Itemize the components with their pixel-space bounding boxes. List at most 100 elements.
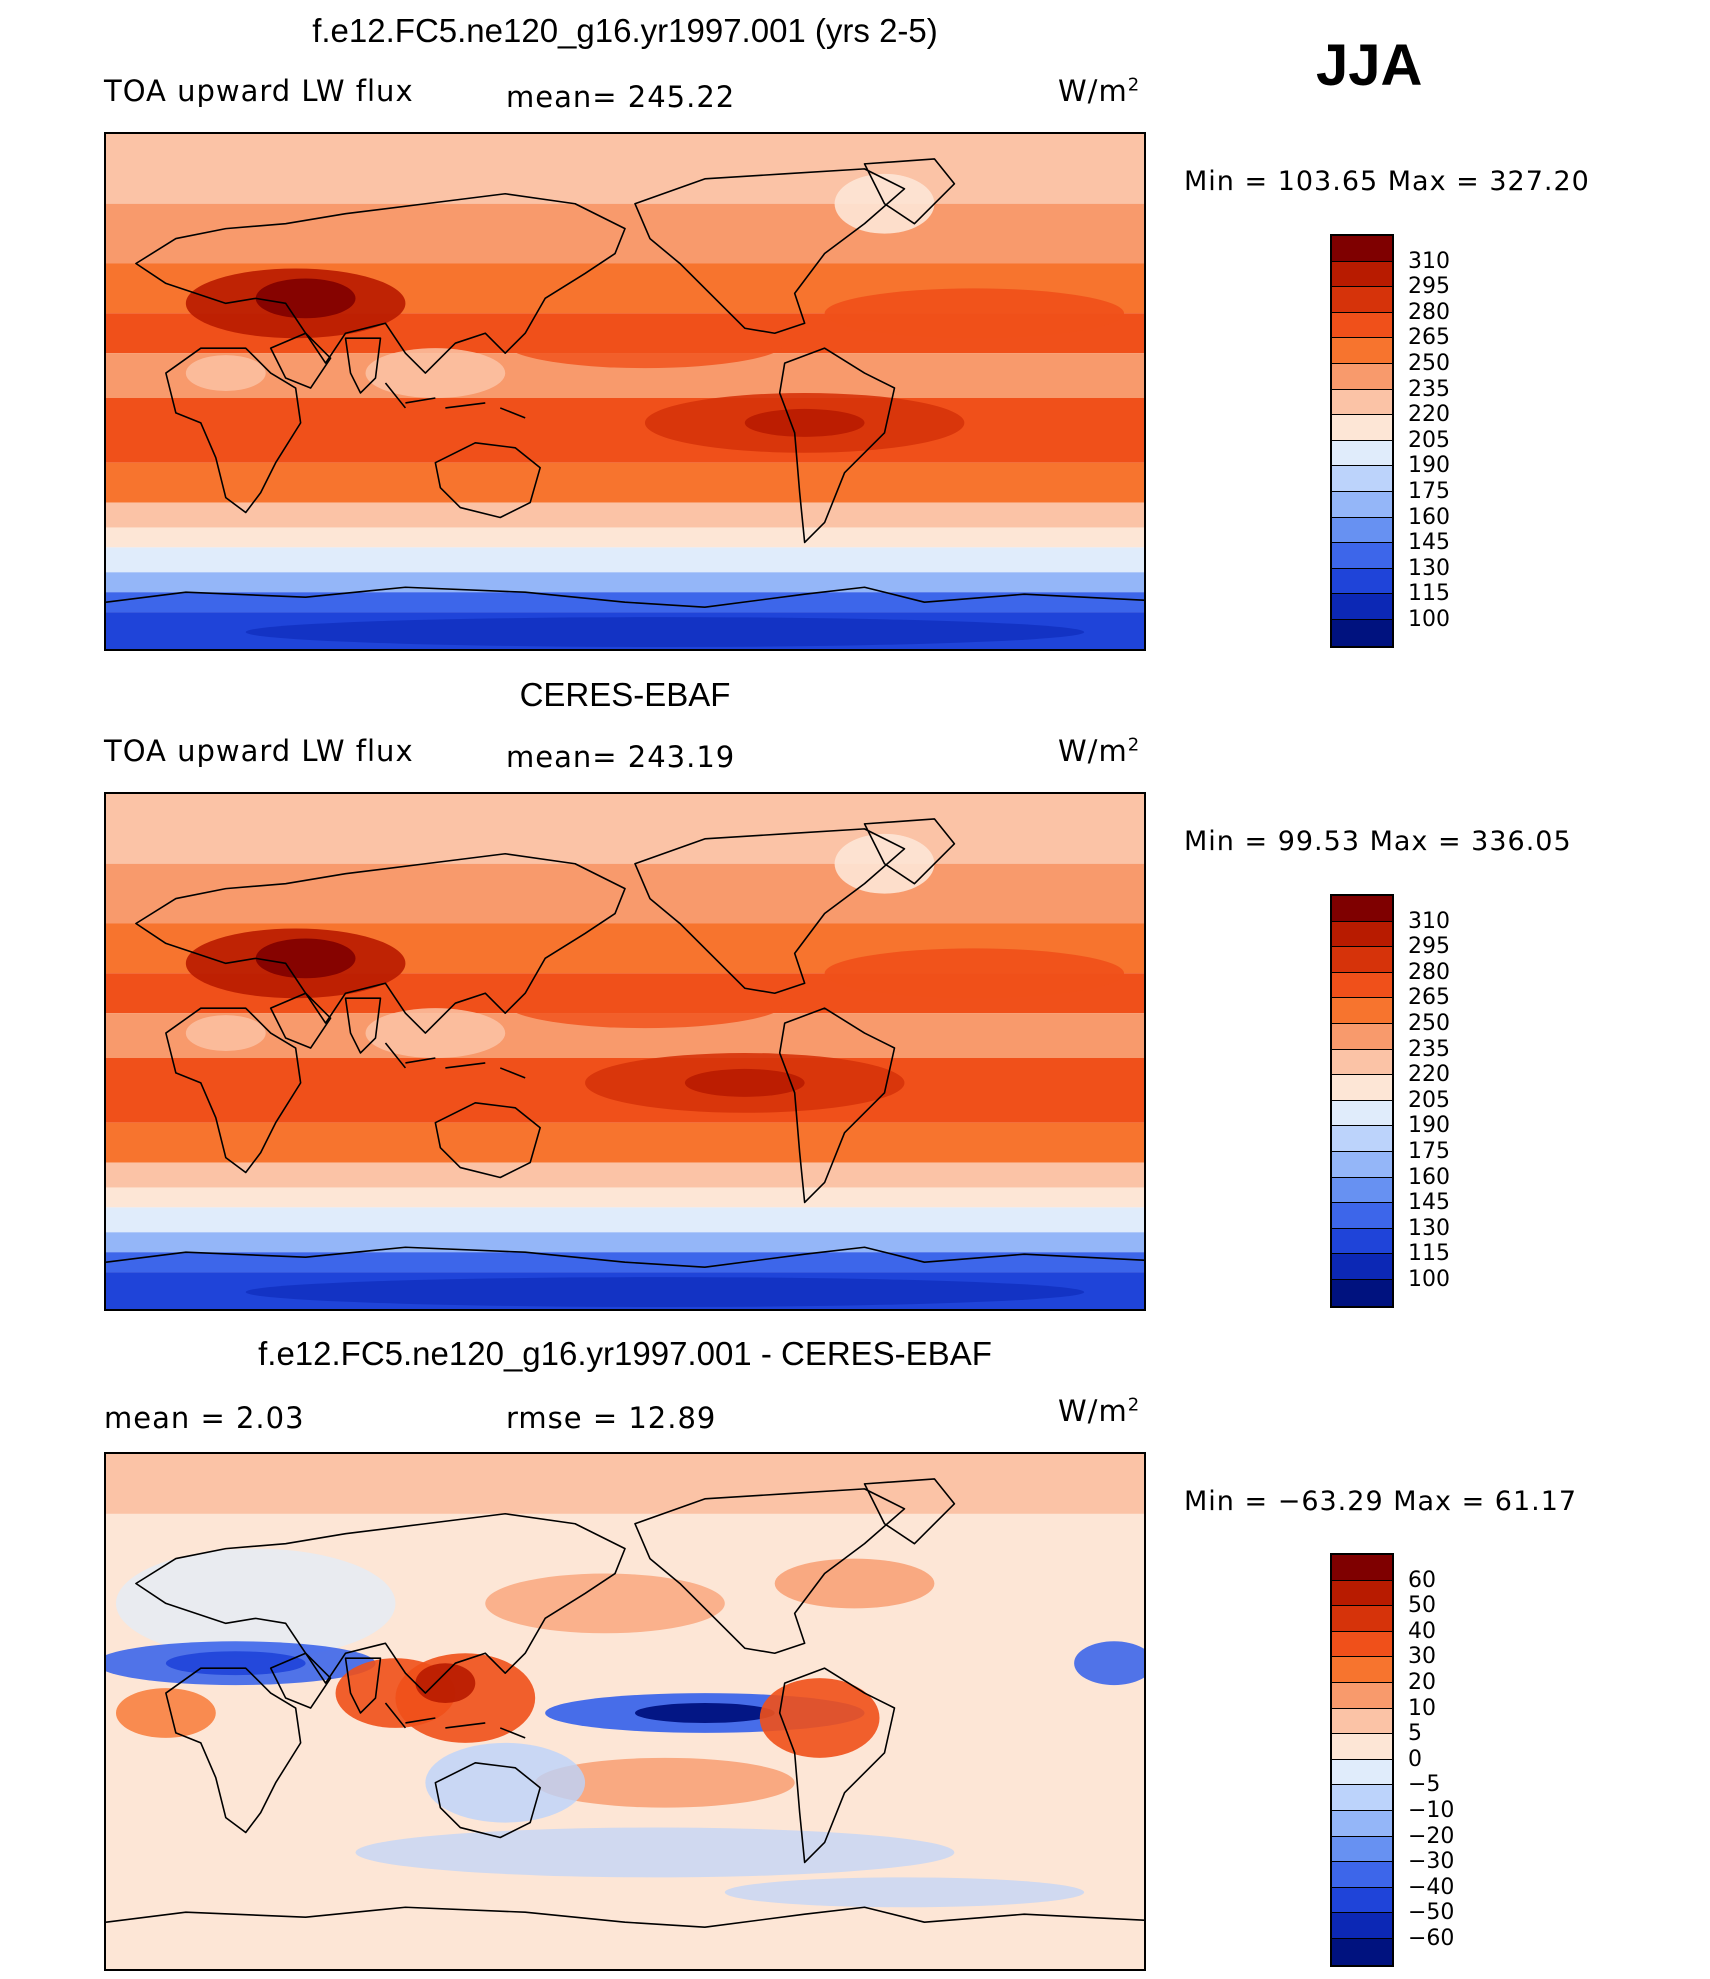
coastline-path [863, 158, 956, 225]
contour-region [185, 355, 266, 392]
colorbar-tick-label: 130 [1408, 1215, 1450, 1241]
colorbar-swatch [1332, 947, 1392, 973]
coastline-path [434, 1102, 541, 1179]
colorbar-tick-label: 310 [1408, 908, 1450, 934]
map-svg-obs [106, 794, 1144, 1309]
coastline-path [106, 1906, 1144, 1928]
colorbar-swatch [1332, 236, 1392, 262]
coastline-path [165, 1667, 302, 1834]
colorbar-tick-label: 220 [1408, 402, 1450, 428]
colorbar-tick-label: −30 [1408, 1849, 1455, 1875]
contour-band [106, 1122, 1144, 1163]
colorbar-tick-label: 145 [1408, 530, 1450, 556]
colorbar-swatch [1332, 1049, 1392, 1076]
coastline-path [135, 192, 626, 374]
colorbar-tick-label: 280 [1408, 959, 1450, 985]
colorbar-tick-label: 280 [1408, 299, 1450, 325]
variable-label: TOA upward LW flux [104, 734, 414, 768]
contour-region [1074, 1641, 1144, 1686]
colorbar-swatch [1332, 972, 1392, 999]
colorbar-tick-label: 295 [1408, 274, 1450, 300]
colorbar-tick-label: 250 [1408, 1011, 1450, 1036]
colorbar-swatch [1332, 594, 1392, 620]
units-label: W/m2 [1058, 1394, 1141, 1428]
colorbar-swatch [1332, 287, 1392, 313]
mean-label: mean= 243.19 [506, 740, 736, 774]
colorbar-tick-label: 115 [1408, 581, 1450, 607]
contour-band [106, 527, 1144, 548]
colorbar-tick-label: −10 [1408, 1798, 1455, 1823]
colorbar-swatch [1332, 568, 1392, 595]
contour-map [104, 1452, 1146, 1971]
coastline-path [344, 1657, 382, 1714]
colorbar [1330, 1553, 1394, 1967]
contour-region [425, 1742, 586, 1823]
colorbar-swatch [1332, 1682, 1392, 1709]
contour-band [106, 1187, 1144, 1208]
colorbar-tick-label: 0 [1408, 1746, 1422, 1772]
contour-region [744, 408, 865, 437]
colorbar-tick-label: 160 [1408, 1164, 1450, 1190]
colorbar-tick-label: 190 [1408, 1113, 1450, 1139]
contour-region [415, 1663, 476, 1704]
colorbar-tick-label: 130 [1408, 555, 1450, 581]
colorbar-tick-label: 160 [1408, 504, 1450, 530]
colorbar-swatch [1332, 1606, 1392, 1632]
colorbar-swatch [1332, 1810, 1392, 1837]
map-svg-model [106, 134, 1144, 649]
colorbar-swatch [1332, 1708, 1392, 1735]
colorbar-swatch [1332, 338, 1392, 364]
colorbar-tick-label: 60 [1408, 1567, 1436, 1593]
coastline-path [384, 1042, 526, 1079]
coastlines [106, 158, 1144, 608]
colorbar-swatch [1332, 1631, 1392, 1658]
coastline-path [778, 347, 896, 544]
colorbar-tick-label: 115 [1408, 1241, 1450, 1267]
colorbar-swatch [1332, 363, 1392, 390]
colorbar-tick-label: 145 [1408, 1190, 1450, 1216]
contour-band [106, 462, 1144, 503]
contour-region [724, 1877, 1085, 1908]
contour-band [106, 203, 1144, 264]
colorbar-tick-label: 265 [1408, 325, 1450, 351]
panel-title: f.e12.FC5.ne120_g16.yr1997.001 (yrs 2-5) [312, 12, 938, 49]
contour-region [505, 978, 785, 1029]
contour-band [106, 1162, 1144, 1188]
colorbar-tick-label: 190 [1408, 453, 1450, 479]
coastline-path [344, 337, 382, 394]
coastlines [106, 1478, 1144, 1928]
colorbar-swatch [1332, 1555, 1392, 1581]
contour-region [115, 1688, 216, 1738]
colorbar-swatch [1332, 1203, 1392, 1229]
colorbar-swatch [1332, 1657, 1392, 1683]
coastline-path [863, 1478, 956, 1545]
colorbar-tick-label: −40 [1408, 1874, 1455, 1900]
season-label: JJA [1316, 33, 1423, 98]
coastline-path [434, 1762, 541, 1839]
colorbar-tick-label: 100 [1408, 1267, 1450, 1292]
colorbar-tick-label: 175 [1408, 479, 1450, 504]
colorbar-swatch [1332, 1785, 1392, 1811]
contour-band [106, 134, 1144, 204]
min-max-label: Min = 99.53 Max = 336.05 [1184, 826, 1572, 857]
coastline-path [778, 1007, 896, 1204]
colorbar-tick-label: 220 [1408, 1062, 1450, 1088]
coastline-path [106, 586, 1144, 608]
colorbar-swatch [1332, 1126, 1392, 1152]
contour-band [106, 1232, 1144, 1253]
colorbar-swatch [1332, 491, 1392, 518]
colorbar-tick-label: 100 [1408, 607, 1450, 632]
colorbar-tick-label: 250 [1408, 351, 1450, 376]
colorbar-swatch [1332, 1228, 1392, 1255]
contour-region [774, 1558, 935, 1609]
contour-band [106, 397, 1144, 463]
colorbar-tick-label: −50 [1408, 1900, 1455, 1926]
coastline-path [165, 347, 302, 514]
colorbar-swatch [1332, 1177, 1392, 1204]
coastline-path [135, 1512, 626, 1694]
mean-label: mean= 245.22 [506, 80, 736, 114]
colorbar-swatch [1332, 1734, 1392, 1760]
contour-region [759, 1678, 880, 1758]
colorbar-swatch [1332, 440, 1392, 467]
min-max-label: Min = 103.65 Max = 327.20 [1184, 166, 1590, 197]
